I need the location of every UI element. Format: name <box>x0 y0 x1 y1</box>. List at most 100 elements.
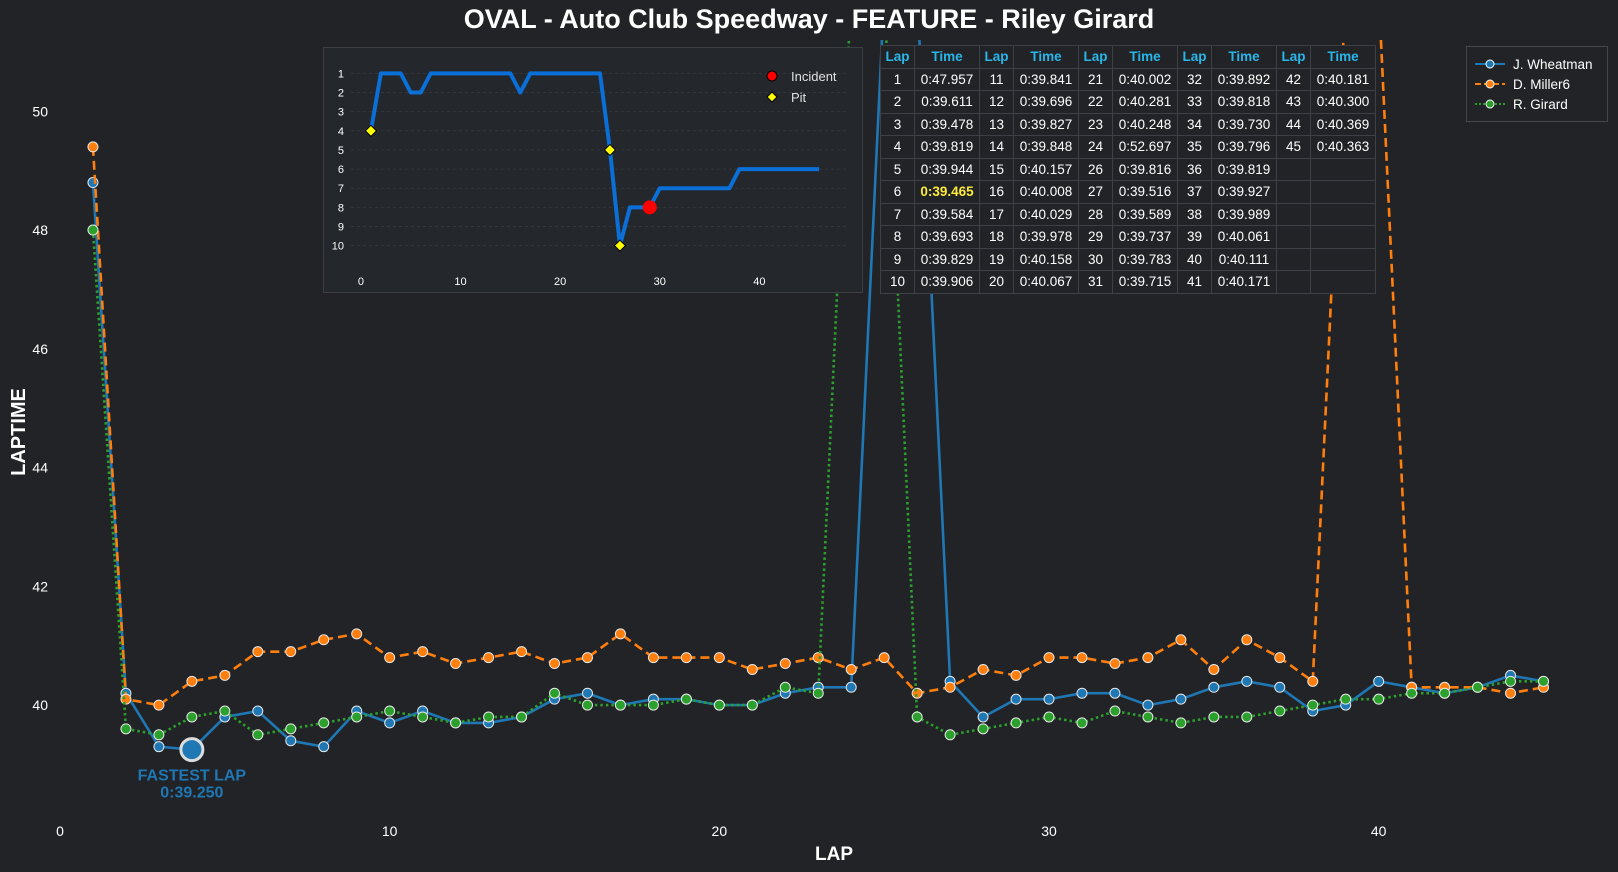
table-cell: 37 <box>1177 180 1212 204</box>
data-point <box>944 729 956 741</box>
table-cell: 8 <box>880 225 915 249</box>
data-point <box>1274 652 1286 664</box>
data-point <box>977 711 989 723</box>
legend-label: J. Wheatman <box>1513 56 1593 72</box>
table-header-row: Lap Time Lap Time Lap Time Lap Time Lap Time <box>880 45 1376 69</box>
table-header-cell: Lap <box>1276 45 1311 69</box>
inset-legend-label: Incident <box>791 69 837 84</box>
table-cell: 22 <box>1078 90 1113 114</box>
table-cell: 11 <box>979 67 1014 91</box>
data-point <box>1406 687 1418 699</box>
table-cell: 0:39.927 <box>1211 180 1277 204</box>
table-cell: 0:40.061 <box>1211 225 1277 249</box>
data-point <box>647 652 659 664</box>
table-cell: 14 <box>979 135 1014 159</box>
table-cell: 0:39.465 <box>914 180 980 204</box>
table-cell: 32 <box>1177 67 1212 91</box>
table-cell: 1 <box>880 67 915 91</box>
table-cell: 36 <box>1177 157 1212 181</box>
table-cell <box>1276 157 1311 181</box>
table-cell: 0:39.892 <box>1211 67 1277 91</box>
legend-swatch-icon <box>1475 59 1505 69</box>
inset-legend-label: Pit <box>791 90 807 105</box>
data-point <box>911 687 923 699</box>
table-header-cell: Lap <box>880 45 915 69</box>
y-tick-label: 48 <box>32 222 48 238</box>
legend: J. Wheatman D. Miller6 R. Girard <box>1466 46 1608 122</box>
legend-label: D. Miller6 <box>1513 76 1571 92</box>
table-cell: 0:40.067 <box>1013 270 1079 294</box>
pit-marker <box>603 143 617 157</box>
table-cell: 0:39.841 <box>1013 67 1079 91</box>
legend-swatch-icon <box>1475 99 1505 109</box>
table-cell: 12 <box>979 90 1014 114</box>
table-cell: 0:39.478 <box>914 112 980 136</box>
data-point <box>219 705 231 717</box>
table-cell: 0:39.696 <box>1013 90 1079 114</box>
table-cell: 29 <box>1078 225 1113 249</box>
data-point <box>549 658 561 670</box>
table-cell: 21 <box>1078 67 1113 91</box>
table-cell: 0:40.171 <box>1211 270 1277 294</box>
table-cell: 0:40.181 <box>1310 67 1376 91</box>
table-cell: 0:39.816 <box>1112 157 1178 181</box>
x-tick-label: 0 <box>56 823 64 839</box>
table-cell: 42 <box>1276 67 1311 91</box>
data-point <box>120 723 132 735</box>
data-point <box>417 646 429 658</box>
table-cell: 17 <box>979 202 1014 226</box>
table-cell: 0:40.157 <box>1013 157 1079 181</box>
series-2 <box>87 40 1550 741</box>
data-point <box>252 646 264 658</box>
data-point <box>483 711 495 723</box>
legend-label: R. Girard <box>1513 96 1568 112</box>
table-cell: 18 <box>979 225 1014 249</box>
data-point <box>186 711 198 723</box>
table-cell: 0:40.369 <box>1310 112 1376 136</box>
data-point <box>1373 693 1385 705</box>
table-cell: 0:39.589 <box>1112 202 1178 226</box>
y-tick-label: 50 <box>32 103 48 119</box>
table-cell: 0:47.957 <box>914 67 980 91</box>
y-axis-label: LAPTIME <box>8 388 30 476</box>
data-point <box>219 669 231 681</box>
table-cell: 4 <box>880 135 915 159</box>
data-point <box>516 711 528 723</box>
inset-x-tick-label: 40 <box>753 276 765 288</box>
data-point <box>1241 634 1253 646</box>
chart-title: OVAL - Auto Club Speedway - FEATURE - Ri… <box>463 4 1155 34</box>
data-point <box>549 687 561 699</box>
table-cell: 30 <box>1078 247 1113 271</box>
table-row: 9 0:39.829 19 0:40.158 30 0:39.783 40 0:40.111 <box>880 247 1376 271</box>
pit-marker <box>364 124 378 138</box>
table-cell: 0:39.819 <box>914 135 980 159</box>
table-header-cell: Lap <box>979 45 1014 69</box>
table-cell: 0:39.516 <box>1112 180 1178 204</box>
data-point <box>1274 681 1286 693</box>
data-point <box>911 711 923 723</box>
data-point <box>450 658 462 670</box>
position-inset-svg: 1 2 3 4 5 6 7 8 9 10 0 10 20 30 40 Incident Pit <box>332 68 849 288</box>
table-cell: 38 <box>1177 202 1212 226</box>
table-cell: 0:40.363 <box>1310 135 1376 159</box>
table-cell: 20 <box>979 270 1014 294</box>
table-cell: 0:39.737 <box>1112 225 1178 249</box>
table-row: 6 0:39.465 16 0:40.008 27 0:39.516 37 0:39.927 <box>880 180 1376 204</box>
data-point <box>581 687 593 699</box>
inset-x-tick-label: 30 <box>654 276 666 288</box>
data-point <box>1274 705 1286 717</box>
table-cell: 0:40.111 <box>1211 247 1277 271</box>
x-tick-label: 30 <box>1041 823 1057 839</box>
data-point <box>1043 652 1055 664</box>
inset-legend-swatch-icon <box>766 70 778 82</box>
inset-y-tick-label: 7 <box>338 183 344 195</box>
data-point <box>812 687 824 699</box>
data-point <box>1109 687 1121 699</box>
table-cell: 19 <box>979 247 1014 271</box>
table-cell <box>1276 247 1311 271</box>
table-cell: 6 <box>880 180 915 204</box>
fastest-lap-marker <box>179 737 205 763</box>
data-point <box>417 711 429 723</box>
data-point <box>1010 693 1022 705</box>
data-point <box>1373 675 1385 687</box>
